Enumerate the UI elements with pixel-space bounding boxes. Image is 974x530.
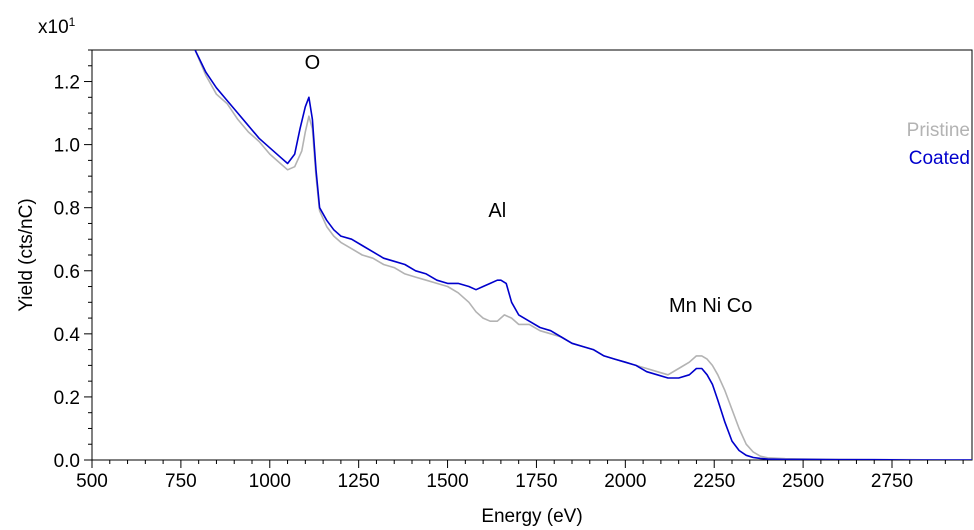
legend: Pristine Coated xyxy=(907,120,970,169)
y-multiplier-label: x101 xyxy=(38,15,76,38)
legend-entry-pristine: Pristine xyxy=(907,120,970,141)
x-tick-label: 500 xyxy=(76,471,108,492)
x-axis-label: Energy (eV) xyxy=(481,506,582,527)
peak-label: Mn Ni Co xyxy=(669,295,752,317)
series-line-coated xyxy=(194,50,972,460)
x-tick-label: 2750 xyxy=(871,471,913,492)
x-tick-label: 1750 xyxy=(515,471,557,492)
x-tick-label: 1250 xyxy=(338,471,380,492)
peak-label: Al xyxy=(488,200,506,222)
y-axis-label: Yield (cts/nC) xyxy=(16,198,37,311)
axis-ticks: 500 750 1000 1250 1500 1750 2000 2250 2500 2750 0.… xyxy=(54,49,964,492)
x-tick-label: 750 xyxy=(165,471,197,492)
x-tick-label: 1500 xyxy=(426,471,468,492)
y-tick-label: 0.2 xyxy=(54,388,80,409)
y-tick-label: 0.8 xyxy=(54,199,80,220)
y-tick-label: 1.0 xyxy=(54,136,80,157)
legend-entry-coated: Coated xyxy=(909,148,970,169)
y-multiplier-base: x10 xyxy=(38,17,69,38)
x-tick-label: 1000 xyxy=(249,471,291,492)
y-tick-label: 0.6 xyxy=(54,262,80,283)
series-line-pristine xyxy=(194,50,972,460)
x-tick-label: 2250 xyxy=(693,471,735,492)
x-tick-label: 2000 xyxy=(604,471,646,492)
y-tick-label: 0.4 xyxy=(54,325,81,346)
y-multiplier-exponent: 1 xyxy=(69,15,76,29)
peak-annotations: O Al Mn Ni Co xyxy=(305,52,753,317)
series-lines xyxy=(194,50,972,460)
y-tick-label: 0.0 xyxy=(54,451,80,472)
y-tick-label: 1.2 xyxy=(54,73,80,94)
peak-label: O xyxy=(305,52,321,74)
plot-area-frame xyxy=(91,49,973,461)
x-tick-label: 2500 xyxy=(782,471,824,492)
